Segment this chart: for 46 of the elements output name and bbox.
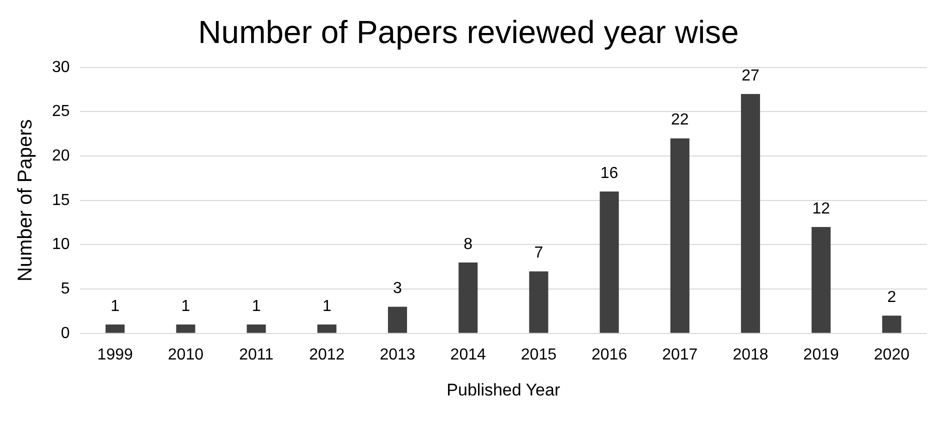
x-tick-label: 2012 [309,346,345,364]
x-tick-label: 2016 [592,346,628,364]
bar [740,94,760,333]
x-tick-label: 2019 [803,346,839,364]
bar [600,192,619,333]
data-label: 22 [671,112,689,129]
x-tick-label: 1999 [97,346,133,364]
y-tick-label: 15 [52,192,70,209]
data-label: 16 [600,164,618,182]
x-tick-label: 2015 [520,346,557,364]
y-tick-label: 20 [52,147,70,164]
y-tick-label: 0 [60,324,70,342]
data-label: 1 [252,298,261,315]
data-label: 3 [393,280,402,298]
data-label: 8 [464,236,473,253]
x-tick-label: 2014 [450,346,486,364]
x-tick-label: 2013 [380,346,416,364]
y-tick-label: 10 [52,236,70,254]
x-tick-label: 2018 [732,346,768,364]
bar [106,324,125,333]
x-tick-label: 2017 [662,346,698,364]
data-label: 1 [181,298,190,315]
bar [812,227,831,333]
data-label: 12 [812,200,830,218]
y-axis-title: Number of Papers [14,119,37,282]
y-tick-label: 30 [52,58,70,76]
x-tick-label: 2010 [168,346,204,364]
x-axis-title: Published Year [446,380,560,400]
x-tick-label: 2020 [874,346,910,364]
y-tick-label: 5 [60,280,70,298]
data-label: 1 [322,298,332,315]
data-label: 7 [534,244,544,262]
bar [246,324,266,333]
bar [529,271,548,333]
bar [882,316,902,333]
bar [176,324,196,333]
data-label: 1 [110,298,120,315]
x-tick-label: 2011 [239,346,274,364]
y-tick-label: 25 [52,103,70,120]
bar [670,138,690,333]
bar [458,262,478,333]
data-label: 2 [887,289,896,306]
bar [388,306,408,333]
chart-title: Number of Papers reviewed year wise [198,14,739,50]
bar [317,324,336,333]
data-label: 27 [742,67,760,84]
